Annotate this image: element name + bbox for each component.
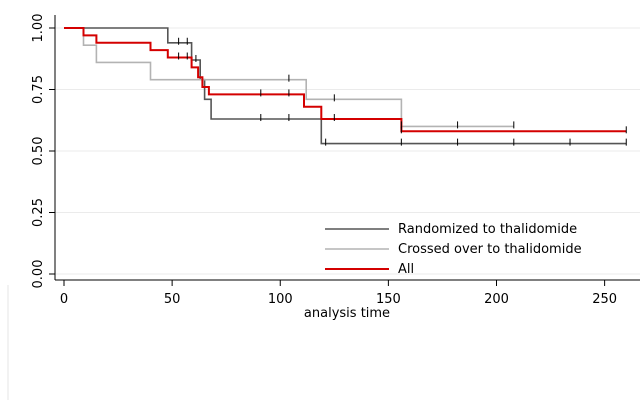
- legend-label-3: All: [398, 262, 414, 277]
- y-tick-label: 1.00: [31, 14, 46, 43]
- grid-layer: [55, 27, 640, 275]
- axis-layer: 0.00 0.25 0.50 0.75 1.00 0 50 100 150 200 250: [31, 14, 640, 307]
- y-tick-label: 0.25: [31, 198, 46, 227]
- x-tick-label: 0: [60, 292, 68, 307]
- y-tick-label: 0.75: [31, 75, 46, 104]
- legend-label-2: Crossed over to thalidomide: [398, 242, 582, 257]
- legend-label-1: Randomized to thalidomide: [398, 222, 577, 237]
- censor-layer: [178, 37, 627, 146]
- series-layer: [64, 27, 627, 145]
- plot-region: [55, 15, 640, 280]
- km-curve-3: [64, 27, 627, 133]
- y-tick-label: 0.50: [31, 137, 46, 166]
- km-curve-2: [64, 27, 514, 128]
- x-tick-label: 100: [268, 292, 293, 307]
- x-tick-label: 250: [592, 292, 617, 307]
- legend: Randomized to thalidomide Crossed over to…: [325, 222, 582, 277]
- y-tick-label: 0.00: [31, 260, 46, 289]
- x-tick-label: 150: [376, 292, 401, 307]
- x-tick-label: 200: [484, 292, 509, 307]
- x-tick-label: 50: [164, 292, 181, 307]
- x-axis-title: analysis time: [304, 306, 390, 321]
